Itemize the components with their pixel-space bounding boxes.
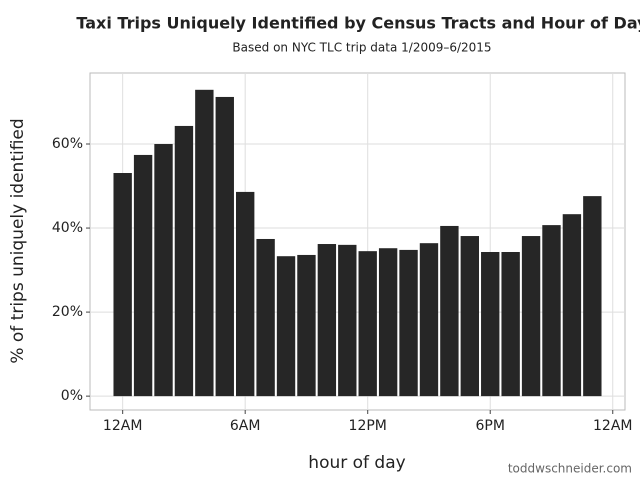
caption: toddwschneider.com [508,462,632,476]
y-tick-label: 40% [52,220,83,236]
bar [378,248,398,397]
y-tick-label: 60% [52,136,83,152]
bar [358,251,377,397]
x-tick-label: 6PM [476,418,505,434]
bar [460,236,479,397]
chart-subtitle: Based on NYC TLC trip data 1/2009–6/2015 [232,41,491,55]
y-tick-label: 0% [61,388,83,404]
bar [174,125,194,397]
bar [276,256,296,397]
y-axis-title: % of trips uniquely identified [8,118,28,363]
bar [317,244,337,397]
bar [583,196,602,397]
bar [481,252,500,397]
x-tick-label: 6AM [230,418,261,434]
chart-title: Taxi Trips Uniquely Identified by Census… [76,14,640,33]
bar [297,254,316,397]
bar [440,225,459,397]
bar [338,244,357,397]
bar [195,89,214,397]
bar [521,236,541,397]
bar [113,173,132,397]
bar [133,154,153,397]
bar [215,96,234,397]
bar [501,252,520,397]
y-tick-label: 20% [52,304,83,320]
bar [154,144,173,397]
bar [562,214,582,397]
x-tick-label: 12PM [349,418,387,434]
bar [236,191,255,397]
bar [399,249,418,397]
x-tick-label: 12AM [103,418,142,434]
bar [542,225,561,397]
bar [256,238,275,397]
bar [419,243,439,397]
x-axis-title: hour of day [308,453,405,473]
x-tick-label: 12AM [593,418,632,434]
